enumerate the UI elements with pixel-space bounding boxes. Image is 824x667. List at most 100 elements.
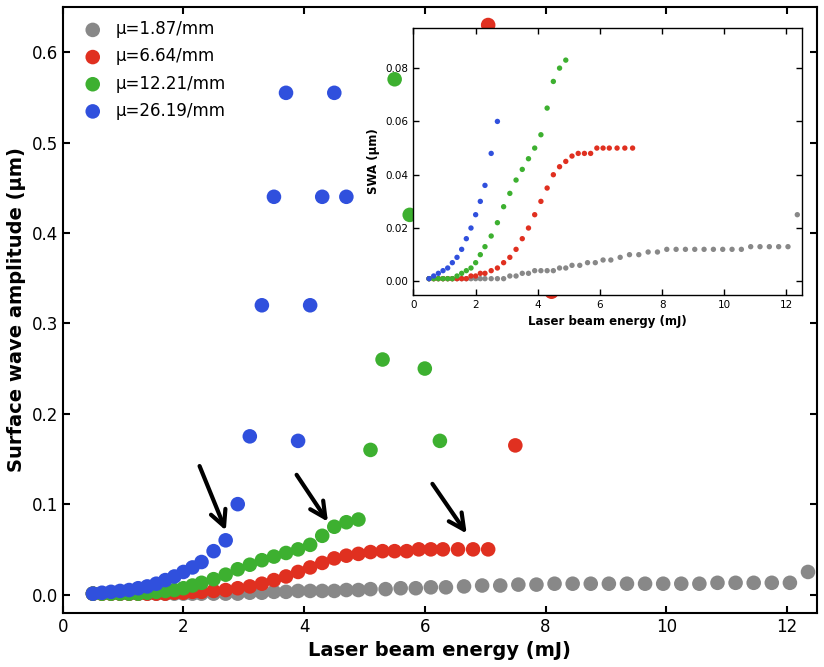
Point	[207, 546, 220, 556]
Point	[150, 586, 163, 597]
Point	[339, 517, 353, 528]
Point	[96, 588, 109, 599]
Point	[168, 571, 181, 582]
Point	[410, 583, 423, 594]
Point	[328, 586, 341, 596]
Point	[388, 74, 401, 85]
Point	[292, 567, 305, 578]
Point	[784, 578, 797, 588]
Point	[584, 578, 597, 589]
Point	[195, 557, 208, 568]
Point	[475, 580, 489, 591]
Point	[328, 553, 341, 564]
Point	[620, 578, 634, 589]
Point	[114, 586, 127, 596]
Point	[639, 578, 652, 589]
Point	[177, 583, 190, 594]
Point	[292, 436, 305, 446]
Point	[219, 588, 232, 599]
Point	[114, 588, 127, 599]
Point	[159, 588, 172, 599]
Point	[132, 583, 145, 594]
Y-axis label: Surface wave amplitude (μm): Surface wave amplitude (μm)	[7, 147, 26, 472]
Point	[316, 558, 329, 568]
Point	[177, 567, 190, 578]
Point	[255, 300, 269, 311]
Point	[150, 588, 163, 599]
Point	[548, 578, 561, 589]
Point	[168, 585, 181, 596]
Point	[765, 578, 779, 588]
Point	[141, 588, 154, 598]
Point	[267, 191, 280, 202]
Point	[292, 586, 305, 596]
Point	[466, 544, 480, 555]
Point	[96, 588, 109, 599]
Point	[123, 585, 136, 596]
Point	[339, 191, 353, 202]
Point	[207, 574, 220, 584]
Point	[419, 364, 432, 374]
Point	[168, 588, 181, 598]
Point	[316, 191, 329, 202]
Point	[279, 548, 293, 558]
Point	[159, 586, 172, 596]
Point	[508, 440, 522, 451]
Point	[267, 575, 280, 586]
Point	[424, 544, 438, 555]
Point	[457, 581, 471, 592]
Point	[186, 588, 199, 599]
Point	[207, 588, 220, 599]
Point	[711, 578, 724, 588]
Point	[105, 588, 118, 599]
Point	[352, 514, 365, 525]
Point	[481, 20, 494, 31]
Point	[412, 544, 425, 555]
Point	[316, 530, 329, 541]
Point	[150, 578, 163, 589]
Point	[747, 578, 761, 588]
Point	[466, 209, 480, 220]
Point	[87, 588, 100, 599]
Point	[219, 535, 232, 546]
Point	[186, 586, 199, 597]
Point	[292, 544, 305, 555]
Point	[87, 588, 100, 599]
Point	[186, 580, 199, 591]
Point	[802, 567, 815, 578]
Point	[439, 582, 452, 593]
Point	[195, 586, 208, 597]
Point	[87, 588, 100, 599]
Point	[243, 431, 256, 442]
Point	[243, 560, 256, 570]
Point	[255, 588, 269, 598]
Point	[141, 581, 154, 592]
Point	[219, 585, 232, 596]
Point	[96, 588, 109, 598]
Point	[364, 547, 377, 558]
Point	[352, 585, 365, 596]
Point	[433, 436, 447, 446]
Point	[195, 578, 208, 588]
Point	[168, 588, 181, 599]
Point	[512, 579, 525, 590]
Point	[243, 588, 256, 598]
Point	[243, 581, 256, 592]
Point	[255, 578, 269, 589]
Point	[452, 544, 465, 555]
Point	[303, 586, 316, 596]
Point	[279, 87, 293, 98]
Point	[328, 87, 341, 98]
X-axis label: Laser beam energy (mJ): Laser beam energy (mJ)	[308, 641, 571, 660]
Point	[602, 578, 616, 589]
Point	[376, 354, 389, 365]
Point	[403, 209, 416, 220]
Point	[105, 588, 118, 599]
Point	[339, 550, 353, 561]
Point	[123, 588, 136, 599]
Point	[675, 578, 688, 589]
Point	[114, 588, 127, 599]
Point	[494, 580, 507, 591]
Point	[207, 586, 220, 596]
Point	[379, 584, 392, 594]
